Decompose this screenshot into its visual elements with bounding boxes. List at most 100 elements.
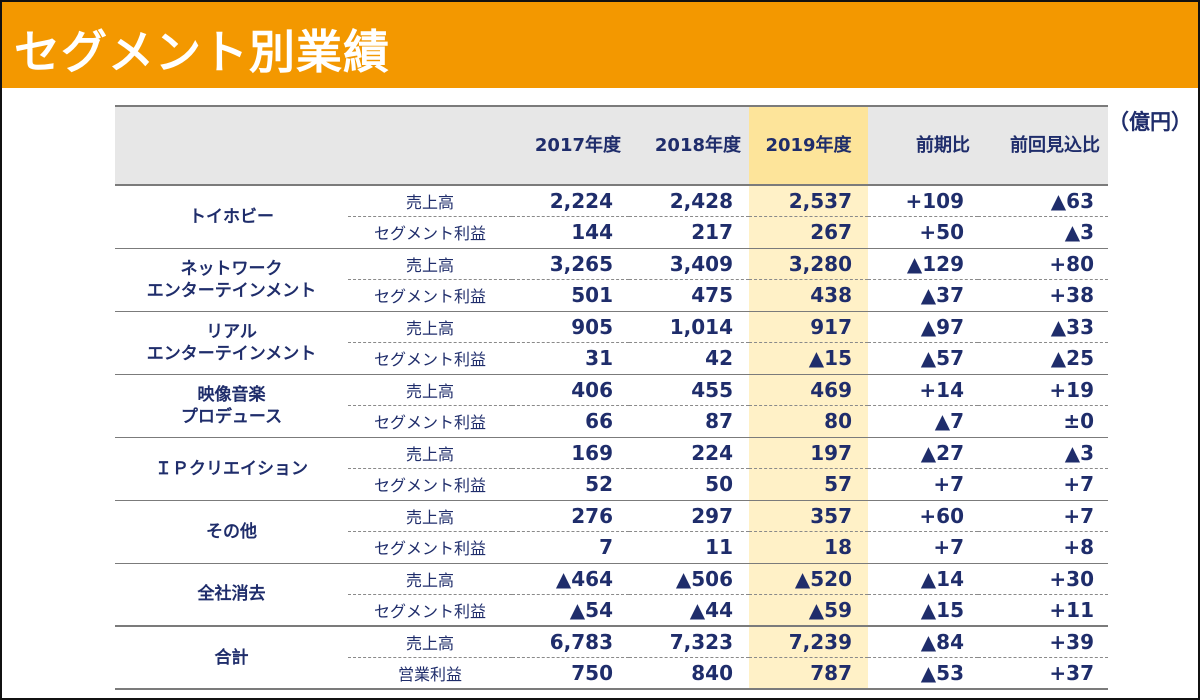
value-cell: 406 [512, 374, 629, 406]
value-cell: +38 [978, 279, 1108, 312]
metric-label: セグメント利益 [348, 216, 512, 249]
value-cell: +8 [978, 531, 1108, 564]
value-cell: 297 [629, 500, 749, 532]
value-cell: ▲25 [978, 342, 1108, 375]
value-cell: 276 [512, 500, 629, 532]
metric-label: セグメント利益 [348, 531, 512, 564]
metric-label: 営業利益 [348, 657, 512, 690]
value-cell: 57 [749, 468, 868, 501]
value-cell: 475 [629, 279, 749, 312]
value-cell: ▲53 [868, 657, 978, 690]
value-cell: ▲33 [978, 311, 1108, 343]
metric-label: 売上高 [348, 437, 512, 469]
value-cell: 455 [629, 374, 749, 406]
value-cell: 7 [512, 531, 629, 564]
value-cell: +80 [978, 248, 1108, 280]
value-cell: 3,409 [629, 248, 749, 280]
value-cell: 357 [749, 500, 868, 532]
value-cell: ▲15 [749, 342, 868, 375]
metric-label: セグメント利益 [348, 594, 512, 627]
value-cell: 2,224 [512, 185, 629, 217]
segment-name-line: エンターテインメント [146, 343, 317, 364]
value-cell: 66 [512, 405, 629, 438]
metric-label: 売上高 [348, 374, 512, 406]
value-cell: 2,537 [749, 185, 868, 217]
value-cell: ▲57 [868, 342, 978, 375]
value-cell: 7,239 [749, 625, 868, 658]
value-cell: 80 [749, 405, 868, 438]
value-cell: +19 [978, 374, 1108, 406]
table-row: セグメント利益 7 11 18 +7 +8 [115, 531, 1108, 564]
value-cell: 87 [629, 405, 749, 438]
header-blank-segment [115, 105, 348, 186]
segment-name: リアル エンターテインメント [115, 311, 348, 375]
segment-name-line: ＩＰクリエイション [155, 458, 308, 479]
value-cell: 3,280 [749, 248, 868, 280]
table-row: ＩＰクリエイション 売上高 169 224 197 ▲27 ▲3 [115, 437, 1108, 501]
table-row: ネットワーク エンターテインメント 売上高 3,265 3,409 3,280 ▲129 +8… [115, 248, 1108, 312]
value-cell: +7 [868, 531, 978, 564]
value-cell: +7 [978, 500, 1108, 532]
segment-name: 全社消去 [115, 563, 348, 627]
value-cell: ▲15 [868, 594, 978, 627]
metric-label: 売上高 [348, 185, 512, 217]
value-cell: ▲27 [868, 437, 978, 469]
value-cell: 197 [749, 437, 868, 469]
segment-name-line: トイホビー [189, 206, 274, 227]
value-cell: ▲3 [978, 216, 1108, 249]
table-row: 全社消去 売上高 ▲464 ▲506 ▲520 ▲14 +30 [115, 563, 1108, 627]
value-cell: ▲464 [512, 563, 629, 595]
value-cell: +37 [978, 657, 1108, 690]
value-cell: ▲44 [629, 594, 749, 627]
segment-name-line: リアル [206, 321, 257, 342]
value-cell: ▲54 [512, 594, 629, 627]
value-cell: ▲506 [629, 563, 749, 595]
value-cell: ▲3 [978, 437, 1108, 469]
value-cell: +30 [978, 563, 1108, 595]
value-cell: +7 [978, 468, 1108, 501]
segment-name: トイホビー [115, 185, 348, 249]
segment-name-line: プロデュース [180, 406, 283, 427]
value-cell: +109 [868, 185, 978, 217]
table-row: セグメント利益 52 50 57 +7 +7 [115, 468, 1108, 501]
value-cell: 217 [629, 216, 749, 249]
metric-label: 売上高 [348, 311, 512, 343]
table-row: 合計 売上高 6,783 7,323 7,239 ▲84 +39 [115, 625, 1108, 690]
value-cell: ▲59 [749, 594, 868, 627]
value-cell: ▲14 [868, 563, 978, 595]
header-blank-metric [348, 105, 512, 186]
value-cell: +7 [868, 468, 978, 501]
value-cell: 7,323 [629, 625, 749, 658]
segment-name-line: 映像音楽 [197, 384, 266, 405]
value-cell: 42 [629, 342, 749, 375]
value-cell: 787 [749, 657, 868, 690]
segment-name-line: 合計 [214, 647, 249, 668]
value-cell: 169 [512, 437, 629, 469]
value-cell: 50 [629, 468, 749, 501]
segment-name-line: エンターテインメント [146, 280, 317, 301]
value-cell: ▲520 [749, 563, 868, 595]
value-cell: 469 [749, 374, 868, 406]
metric-label: セグメント利益 [348, 342, 512, 375]
column-header-2018: 2018年度 [629, 105, 749, 186]
table-row: 営業利益 750 840 787 ▲53 +37 [115, 657, 1108, 690]
table-body: トイホビー 売上高 2,224 2,428 2,537 +109 ▲63 セグメント利益 144… [115, 185, 1108, 690]
table-row: その他 売上高 276 297 357 +60 +7 [115, 500, 1108, 564]
segment-name: 映像音楽 プロデュース [115, 374, 348, 438]
column-header-2017: 2017年度 [512, 105, 629, 186]
metric-label: 売上高 [348, 500, 512, 532]
segment-name: ネットワーク エンターテインメント [115, 248, 348, 312]
value-cell: ▲84 [868, 625, 978, 658]
value-cell: ▲97 [868, 311, 978, 343]
table-row: セグメント利益 501 475 438 ▲37 +38 [115, 279, 1108, 312]
table-row: セグメント利益 144 217 267 +50 ▲3 [115, 216, 1108, 249]
title-bar: セグメント別業績 [2, 2, 1198, 88]
value-cell: 18 [749, 531, 868, 564]
value-cell: 2,428 [629, 185, 749, 217]
metric-label: セグメント利益 [348, 405, 512, 438]
table-row: リアル エンターテインメント 売上高 905 1,014 917 ▲97 ▲33 [115, 311, 1108, 375]
column-header-vs-forecast: 前回見込比 [978, 105, 1108, 186]
header-row: 2017年度 2018年度 2019年度 前期比 前回見込比 [115, 105, 1108, 186]
value-cell: 438 [749, 279, 868, 312]
value-cell: 6,783 [512, 625, 629, 658]
